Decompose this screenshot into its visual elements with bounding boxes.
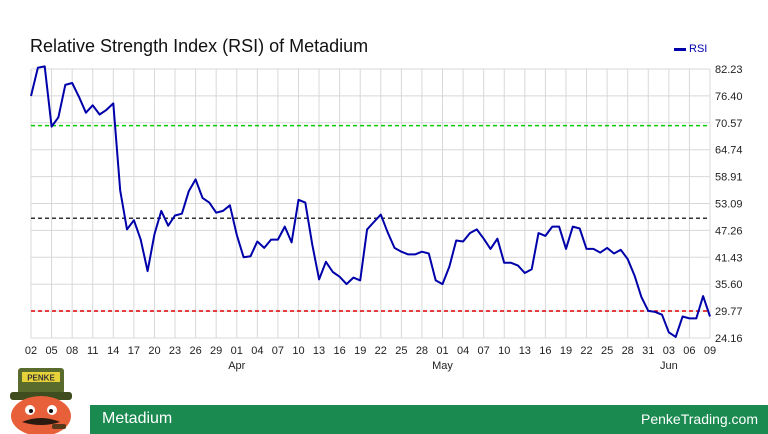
- month-label: Jun: [660, 360, 678, 372]
- y-tick-label: 58.91: [715, 172, 743, 184]
- x-tick-label: 11: [87, 345, 98, 357]
- mascot-badge: PENKE: [27, 374, 55, 383]
- chart-grid: [30, 68, 711, 339]
- x-tick-label: 28: [622, 345, 634, 357]
- footer-site-link[interactable]: PenkeTrading.com: [641, 411, 758, 427]
- x-tick-label: 14: [107, 345, 119, 357]
- x-tick-label: 26: [189, 345, 201, 357]
- x-tick-label: 02: [25, 345, 37, 357]
- y-tick-label: 64.74: [715, 145, 743, 157]
- y-tick-label: 41.43: [715, 252, 743, 264]
- x-tick-label: 09: [704, 345, 716, 357]
- x-tick-label: 04: [457, 345, 469, 357]
- rsi-line: [30, 65, 711, 338]
- y-tick-label: 24.16: [715, 333, 743, 345]
- y-tick-label: 82.23: [715, 64, 743, 76]
- x-tick-label: 19: [560, 345, 572, 357]
- x-tick-label: 05: [45, 345, 57, 357]
- x-tick-label: 23: [169, 345, 181, 357]
- legend-label-rsi: RSI: [689, 43, 708, 55]
- x-tick-label: 25: [395, 345, 407, 357]
- x-tick-label: 17: [128, 345, 140, 357]
- x-tick-label: 13: [519, 345, 531, 357]
- chart-legend: RSI: [674, 43, 707, 55]
- y-tick-label: 29.77: [715, 306, 743, 318]
- chart-title: Relative Strength Index (RSI) of Metadiu…: [30, 36, 369, 56]
- x-tick-label: 28: [416, 345, 428, 357]
- x-tick-label: 16: [539, 345, 551, 357]
- y-tick-label: 76.40: [715, 91, 743, 103]
- rsi-series: [30, 65, 711, 338]
- x-tick-label: 22: [580, 345, 592, 357]
- x-tick-label: 20: [148, 345, 160, 357]
- reference-lines: [31, 124, 710, 312]
- x-tick-label: 25: [601, 345, 613, 357]
- footer-asset-name: Metadium: [102, 410, 173, 427]
- x-tick-label: 16: [334, 345, 346, 357]
- month-label: Apr: [228, 360, 245, 372]
- y-axis-ticks: 82.23 76.40 70.57 64.74 58.91 53.09 47.26 41.43…: [715, 64, 743, 345]
- x-tick-label: 06: [683, 345, 695, 357]
- x-tick-label: 01: [231, 345, 243, 357]
- y-tick-label: 35.60: [715, 279, 743, 291]
- x-tick-label: 29: [210, 345, 222, 357]
- y-tick-label: 47.26: [715, 225, 743, 237]
- x-tick-label: 10: [498, 345, 510, 357]
- x-axis-ticks: 02 05 08 11 14 17 20 23 26 29 01 04 07 10 13 16 19 22 25 28…: [25, 345, 716, 357]
- x-tick-label: 10: [292, 345, 304, 357]
- x-tick-label: 13: [313, 345, 325, 357]
- x-tick-label: 01: [436, 345, 448, 357]
- x-tick-label: 07: [272, 345, 284, 357]
- x-tick-label: 22: [375, 345, 387, 357]
- penke-mascot-logo: PENKE: [10, 368, 72, 434]
- y-tick-label: 70.57: [715, 118, 743, 130]
- x-tick-label: 08: [66, 345, 78, 357]
- footer-bar: Metadium PenkeTrading.com: [90, 405, 768, 434]
- x-tick-label: 19: [354, 345, 366, 357]
- legend-swatch-rsi: [674, 47, 686, 51]
- x-tick-label: 04: [251, 345, 263, 357]
- month-label: May: [432, 360, 453, 372]
- x-tick-label: 07: [478, 345, 490, 357]
- x-tick-label: 31: [642, 345, 654, 357]
- x-tick-label: 03: [663, 345, 675, 357]
- month-labels: Apr May Jun: [228, 360, 678, 372]
- y-tick-label: 53.09: [715, 199, 743, 211]
